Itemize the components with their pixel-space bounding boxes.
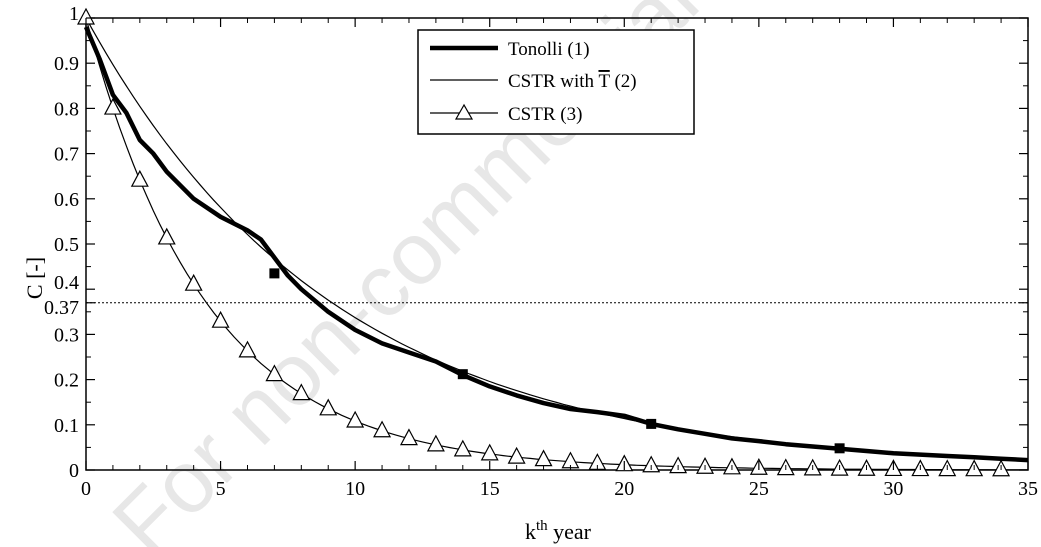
y-tick-label: 0.6	[54, 189, 79, 211]
x-tick-label: 25	[749, 478, 769, 500]
y-tick-label: 1	[69, 3, 79, 25]
series-point-tonolli	[457, 369, 468, 380]
series-point-cstr	[211, 310, 230, 328]
x-tick-label: 5	[216, 478, 226, 500]
series-point-cstr	[642, 455, 661, 473]
series-point-cstr	[319, 398, 338, 416]
y-tick-label: 0.7	[54, 144, 79, 166]
x-tick-label: 0	[81, 478, 91, 500]
legend-label-cstr: CSTR (3)	[508, 104, 582, 125]
y-tick-label: 0.9	[54, 53, 79, 75]
y-tick-label: 0.1	[54, 415, 79, 437]
series-point-cstr	[453, 439, 472, 457]
legend: Tonolli (1) CSTR with T (2) CSTR (3)	[417, 29, 695, 135]
y-axis-title: C [-]	[22, 257, 47, 299]
legend-label-tonolli: Tonolli (1)	[508, 39, 590, 60]
series-point-cstr	[426, 434, 445, 452]
x-tick-label: 15	[480, 478, 500, 500]
series-point-cstr	[507, 446, 526, 464]
legend-label-cstr-mean: CSTR with T (2)	[508, 71, 637, 92]
ticks-layer: 0 5 10 15 20 25 30 35 0 0.1 0.2 0.3 0.37 0.4 0.5 0.6 0.7…	[44, 3, 1038, 500]
x-axis-title-k: k	[525, 519, 536, 544]
x-tick-label: 10	[345, 478, 365, 500]
series-point-cstr	[238, 340, 257, 358]
series-layer	[77, 7, 1029, 477]
y-tick-label: 0.37	[44, 297, 79, 319]
x-tick-label: 30	[883, 478, 903, 500]
x-axis-title-sup: th	[536, 518, 548, 534]
legend-marker-cstr	[454, 103, 474, 120]
y-tick-label: 0.2	[54, 370, 79, 392]
legend-label-cstr-mean-overline: T	[598, 71, 610, 92]
y-tick-label: 0.3	[54, 324, 79, 346]
series-line-tonolli	[83, 26, 1029, 463]
x-tick-label: 20	[614, 478, 634, 500]
series-point-tonolli	[269, 268, 280, 279]
series-point-cstr	[480, 443, 499, 461]
y-tick-label: 0.8	[54, 98, 79, 120]
series-point-cstr	[103, 97, 122, 115]
x-axis-title: kth year	[525, 518, 592, 544]
series-point-cstr	[292, 383, 311, 401]
y-tick-label: 0.5	[54, 234, 79, 256]
series-point-cstr	[157, 227, 176, 245]
x-tick-label: 35	[1018, 478, 1038, 500]
y-tick-label: 0.4	[54, 272, 79, 294]
series-point-cstr	[184, 273, 203, 291]
y-tick-label: 0	[69, 460, 79, 482]
series-point-tonolli	[834, 443, 845, 454]
series-point-tonolli	[646, 418, 657, 429]
series-point-cstr	[346, 410, 365, 428]
series-point-cstr	[534, 449, 553, 467]
x-axis-title-suffix: year	[548, 519, 592, 544]
series-point-cstr	[399, 428, 418, 446]
legend-label-cstr-mean-suffix: (2)	[610, 71, 637, 92]
series-point-cstr	[265, 364, 284, 382]
series-point-cstr	[373, 420, 392, 438]
legend-label-cstr-mean-prefix: CSTR with	[508, 71, 598, 92]
series-point-cstr	[130, 169, 149, 187]
